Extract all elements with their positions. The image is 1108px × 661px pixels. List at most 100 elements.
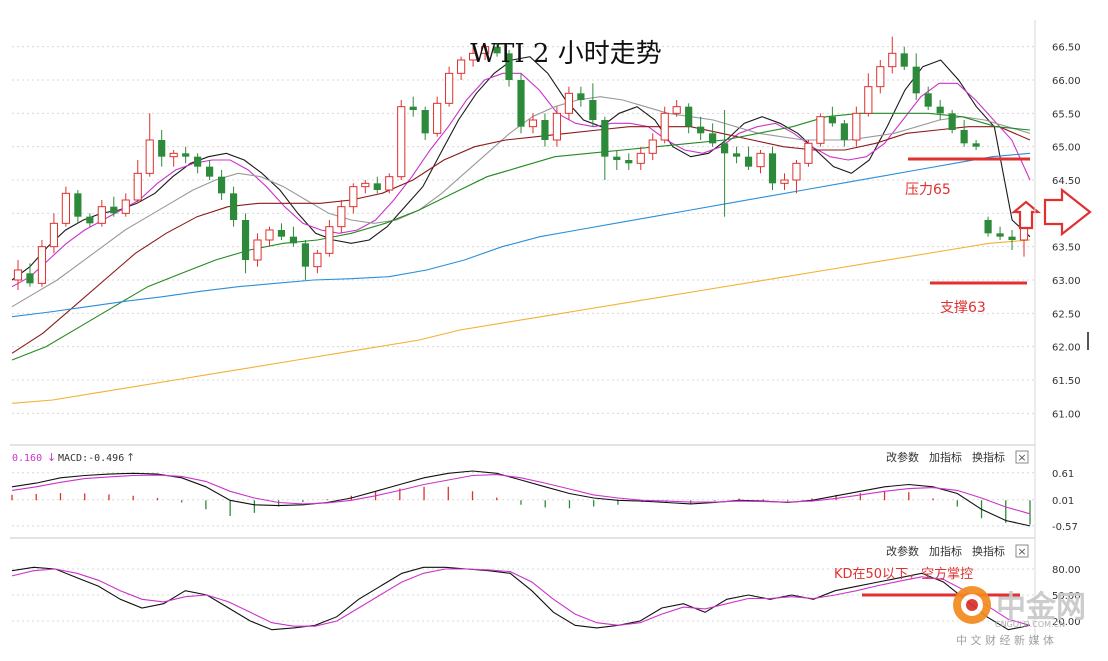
price-tick-label: 62.00 xyxy=(1052,343,1081,354)
kd-change-params-button[interactable]: 改参数 xyxy=(886,544,919,558)
grid-layer xyxy=(12,46,1035,622)
candle-body-down xyxy=(110,206,118,214)
candle-body-down xyxy=(74,193,82,217)
price-tick-label: 65.00 xyxy=(1052,143,1081,154)
price-tick-label: 61.00 xyxy=(1052,409,1081,420)
candlestick-layer xyxy=(13,36,1029,290)
kd-line-k xyxy=(11,566,1031,631)
kd-tick-label: 80.00 xyxy=(1052,565,1081,576)
candle-body-up xyxy=(756,152,765,168)
y-tick-layer: 66.5066.0065.5065.0064.5064.0063.5063.00… xyxy=(1052,43,1081,628)
kd-tick-label: 50.00 xyxy=(1052,591,1081,602)
price-tick-label: 61.50 xyxy=(1052,376,1081,387)
macd-change-params-button[interactable]: 改参数 xyxy=(886,450,919,464)
right-arrow-icon xyxy=(1043,187,1092,237)
candle-body-up xyxy=(564,92,573,114)
candle-body-down xyxy=(541,120,549,140)
right-edge-marker xyxy=(1087,332,1089,350)
candle-body-up xyxy=(265,229,274,241)
candle-body-up xyxy=(325,226,334,254)
candle-body-down xyxy=(625,160,633,164)
candle-body-up xyxy=(337,206,346,228)
candle-body-up xyxy=(361,182,370,188)
candle-body-down xyxy=(840,123,848,140)
candle-body-up xyxy=(672,106,681,114)
watermark-tagline: 中 文 财 经 新 媒 体 xyxy=(956,633,1054,647)
candle-body-down xyxy=(577,93,585,100)
candle-body-up xyxy=(888,52,897,68)
candle-body-up xyxy=(145,139,154,174)
candle-body-down xyxy=(289,236,298,244)
macd-close-icon[interactable]: × xyxy=(1017,451,1026,464)
candle-body-up xyxy=(49,222,59,248)
watermark-logo: 中金网 CNGOLD.COM.CN 中 文 财 经 新 媒 体 xyxy=(953,586,1086,647)
candle-body-down xyxy=(493,46,501,54)
kd-add-indicator-button[interactable]: 加指标 xyxy=(929,544,962,558)
ma-line-ma5 xyxy=(11,56,1031,281)
kd-close-icon[interactable]: × xyxy=(1017,545,1026,558)
price-tick-label: 63.50 xyxy=(1052,243,1081,254)
kd-line-d xyxy=(11,568,1031,627)
candle-body-down xyxy=(421,110,429,134)
candle-body-up xyxy=(37,246,47,284)
price-tick-label: 63.00 xyxy=(1052,276,1081,287)
candle-body-down xyxy=(924,93,932,107)
candle-body-up xyxy=(397,106,406,178)
macd-add-indicator-button[interactable]: 加指标 xyxy=(929,450,962,464)
candle-body-down xyxy=(912,66,920,94)
candle-body-up xyxy=(660,112,669,141)
candle-body-down xyxy=(241,220,250,260)
candle-body-down xyxy=(948,113,956,130)
candle-body-down xyxy=(828,116,836,124)
price-tick-label: 66.50 xyxy=(1052,43,1081,54)
kd-close-box[interactable] xyxy=(1015,544,1029,558)
kd-layer xyxy=(11,566,1031,631)
chart-title: WTI 2 小时走势 xyxy=(470,39,661,69)
macd-switch-indicator-button[interactable]: 换指标 xyxy=(972,450,1005,464)
ma-line-ma120 xyxy=(11,152,1031,318)
candle-body-down xyxy=(505,53,513,80)
up-arrow-icon xyxy=(1010,200,1042,230)
candle-body-down xyxy=(732,153,741,157)
support-label: 支撑63 xyxy=(940,300,986,316)
candle-body-up xyxy=(385,176,394,191)
candle-body-down xyxy=(589,100,597,120)
watermark-brand: 中金网 xyxy=(996,590,1086,625)
candle-body-down xyxy=(613,156,621,160)
price-tick-label: 66.00 xyxy=(1052,76,1081,87)
kd-tick-label: 20.00 xyxy=(1052,617,1081,628)
candle-body-down xyxy=(900,53,908,67)
candle-body-up xyxy=(876,66,885,88)
candle-body-down xyxy=(229,193,238,220)
candle-body-down xyxy=(960,130,968,144)
candle-body-down xyxy=(1008,236,1016,240)
candle-body-up xyxy=(97,206,106,224)
ma-line-ma30 xyxy=(11,126,1031,354)
candle-body-down xyxy=(517,80,525,127)
candle-body-down xyxy=(744,156,753,167)
resistance-label: 压力65 xyxy=(905,182,951,198)
kd-switch-indicator-button[interactable]: 换指标 xyxy=(972,544,1005,558)
candle-body-up xyxy=(445,72,454,104)
macd-line-dif xyxy=(11,470,1031,527)
candle-body-down xyxy=(409,106,417,110)
candle-body-down xyxy=(373,183,381,190)
candle-body-up xyxy=(13,269,23,281)
candle-body-down xyxy=(709,133,717,144)
candle-body-up xyxy=(816,116,825,144)
macd-close-box[interactable] xyxy=(1015,450,1029,464)
candle-body-up xyxy=(780,179,789,184)
candle-body-down xyxy=(194,156,202,167)
candle-body-down xyxy=(182,153,190,157)
macd-header-label: MACD:-0.496 xyxy=(58,453,124,464)
macd-line-dea xyxy=(11,474,1031,515)
candle-body-up xyxy=(133,172,142,201)
macd-up-arrow-icon: ↑ xyxy=(126,451,135,464)
candle-body-down xyxy=(697,126,705,134)
candle-body-down xyxy=(217,176,226,194)
candle-body-up xyxy=(313,252,322,268)
candle-body-down xyxy=(972,143,980,147)
candle-body-up xyxy=(480,46,490,54)
candle-body-up xyxy=(253,239,262,261)
